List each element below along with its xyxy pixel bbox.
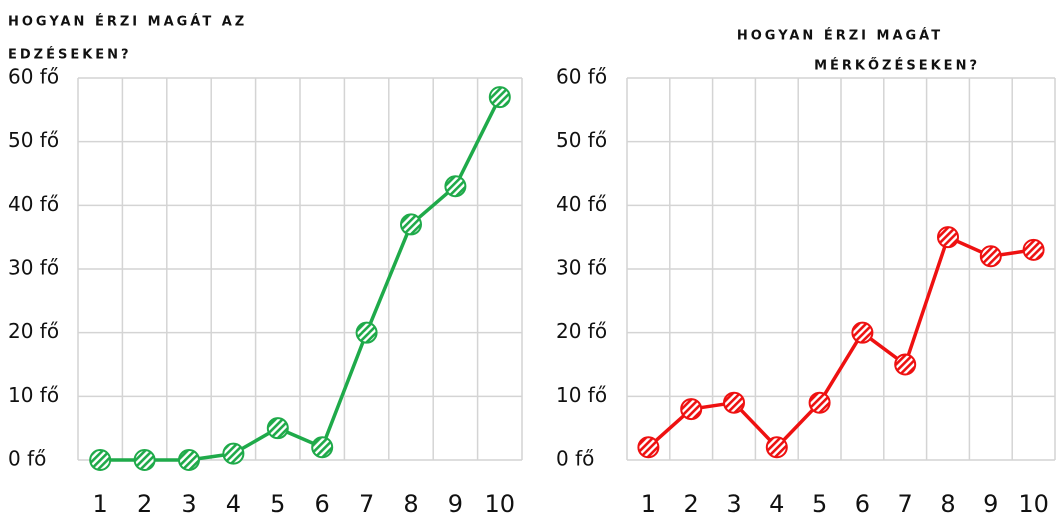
marker [637, 436, 660, 459]
x-tick-label: 6 [315, 490, 330, 518]
y-tick-label: 20 fő [8, 319, 59, 343]
marker [894, 353, 917, 376]
y-tick-label: 60 fő [556, 65, 607, 89]
x-tick-label: 2 [137, 490, 152, 518]
x-tick-label: 10 [485, 490, 516, 518]
marker [723, 391, 745, 414]
y-tick-label: 10 fő [8, 383, 59, 407]
marker [680, 398, 703, 421]
x-tick-label: 6 [855, 490, 870, 518]
y-tick-label: 40 fő [556, 192, 607, 216]
marker [765, 436, 788, 459]
y-tick-label: 0 fő [8, 447, 46, 471]
y-tick-label: 40 fő [8, 192, 59, 216]
x-tick-label: 7 [359, 490, 374, 518]
y-tick-label: 0 fő [556, 447, 594, 471]
x-tick-label: 8 [403, 490, 418, 518]
y-tick-label: 50 fő [556, 128, 607, 152]
chart-title: HOGYAN ÉRZI MAGÁT AZ [8, 14, 247, 30]
x-tick-label: 9 [448, 490, 463, 518]
y-tick-label: 30 fő [8, 256, 59, 280]
x-tick-label: 4 [226, 490, 241, 518]
line [100, 96, 502, 462]
x-tick-label: 1 [641, 490, 656, 518]
chart-title: MÉRKŐZÉSEKEN? [814, 58, 980, 74]
marker [178, 449, 200, 471]
x-tick-label: 7 [898, 490, 913, 518]
x-tick-label: 3 [726, 490, 741, 518]
marker [444, 175, 467, 198]
x-tick-label: 8 [940, 490, 955, 518]
y-tick-label: 50 fő [8, 128, 59, 152]
marker [89, 449, 112, 471]
x-tick-label: 10 [1018, 490, 1049, 518]
y-tick-label: 60 fő [8, 65, 59, 89]
x-tick-label: 4 [769, 490, 784, 518]
y-tick-label: 20 fő [556, 319, 607, 343]
chart-title: EDZÉSEKEN? [8, 47, 132, 63]
x-tick-label: 1 [93, 490, 108, 518]
marker [851, 321, 874, 344]
x-tick-label: 2 [684, 490, 699, 518]
marker [979, 245, 1002, 268]
marker [937, 226, 959, 249]
marker [400, 213, 422, 236]
marker [808, 391, 831, 414]
x-tick-label: 5 [812, 490, 827, 518]
marker [488, 86, 511, 109]
x-tick-label: 3 [181, 490, 196, 518]
x-tick-label: 9 [983, 490, 998, 518]
x-tick-label: 5 [270, 490, 285, 518]
marker [266, 417, 289, 440]
y-tick-label: 10 fő [556, 383, 607, 407]
marker [355, 321, 378, 344]
y-tick-label: 30 fő [556, 256, 607, 280]
marker [311, 436, 334, 459]
marker [133, 449, 156, 471]
marker [222, 442, 245, 465]
chart-title: HOGYAN ÉRZI MAGÁT [737, 28, 943, 44]
marker [1022, 238, 1045, 261]
line [647, 235, 1034, 450]
